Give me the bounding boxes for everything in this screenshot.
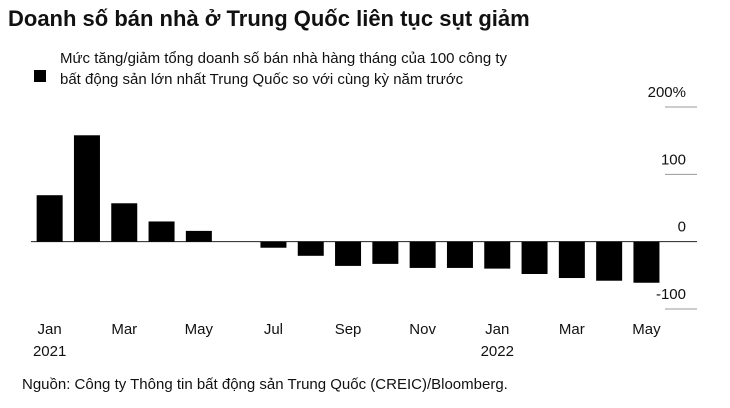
bar [521,241,548,274]
bar [484,241,511,269]
bar [409,241,436,268]
x-tick-label: Jan 2022 [481,321,514,360]
bar [73,135,100,242]
x-tick-label: Sep [335,321,362,338]
y-tick-label: 200% [648,84,686,101]
y-tick-label: 0 [678,219,686,236]
bar [372,241,399,264]
bar [111,203,138,242]
x-tick-label: Jan 2021 [33,321,66,360]
bar [558,241,585,279]
legend-swatch [34,70,46,82]
x-tick-label: Jul [264,321,283,338]
bar [596,241,623,281]
y-tick-label: 100 [661,151,686,168]
chart-title: Doanh số bán nhà ở Trung Quốc liên tục s… [8,6,530,31]
source-note: Nguồn: Công ty Thông tin bất động sản Tr… [22,376,508,393]
bar [260,241,287,248]
bar [148,221,175,242]
x-tick-label: May [185,321,214,338]
x-tick-label: Mar [111,321,137,338]
bar [297,241,324,256]
x-tick-label: May [632,321,661,338]
bar [36,195,63,242]
legend-label: Mức tăng/giảm tổng doanh số bán nhà hàng… [60,50,508,88]
bar [185,230,212,242]
y-tick-label: -100 [656,286,686,303]
bar [446,241,473,268]
x-tick-label: Mar [559,321,585,338]
bar [633,241,660,283]
x-tick-label: Nov [409,321,436,338]
legend: Mức tăng/giảm tổng doanh số bán nhà hàng… [34,48,534,90]
bar [335,241,362,266]
